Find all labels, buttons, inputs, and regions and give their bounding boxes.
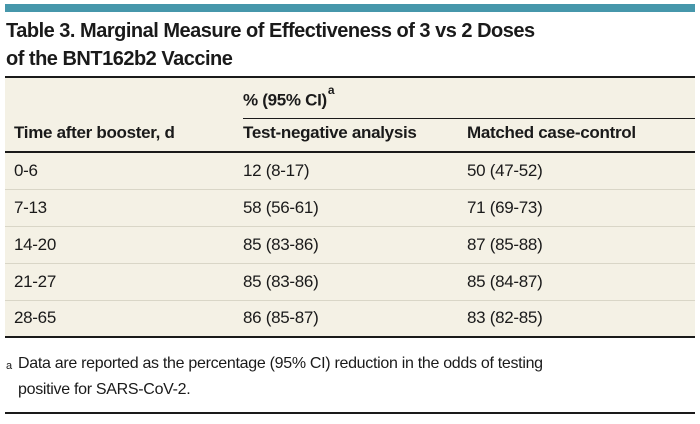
table-title-line-1: Table 3. Marginal Measure of Effectivene… <box>6 20 535 42</box>
title-rule <box>5 76 695 78</box>
cell-matched: 83 (82-85) <box>467 300 696 338</box>
table-title-line-2: of the BNT162b2 Vaccine <box>6 48 233 70</box>
spanner-row: % (95% CI)a <box>5 78 696 119</box>
table-row: 21-27 85 (83-86) 85 (84-87) <box>5 263 696 301</box>
cell-time: 0-6 <box>5 152 243 190</box>
cell-test-negative: 86 (85-87) <box>243 300 467 338</box>
cell-matched: 50 (47-52) <box>467 152 696 190</box>
cell-test-negative: 85 (83-86) <box>243 263 467 301</box>
spanner-superscript: a <box>327 82 335 97</box>
col-header-test-negative: Test-negative analysis <box>243 118 467 153</box>
cell-matched: 71 (69-73) <box>467 189 696 227</box>
cell-matched: 87 (85-88) <box>467 226 696 264</box>
accent-bar <box>5 4 695 12</box>
footnote-line-2: positive for SARS-CoV-2. <box>18 381 191 398</box>
cell-time: 7-13 <box>5 189 243 227</box>
spanner-header: % (95% CI)a <box>243 78 696 119</box>
cell-test-negative: 12 (8-17) <box>243 152 467 190</box>
footnote-marker: a <box>6 360 12 372</box>
table-footnote: a Data are reported as the percentage (95… <box>5 351 692 403</box>
col-header-time-after-booster: Time after booster, d <box>5 118 243 153</box>
table-title: Table 3. Marginal Measure of Effectivene… <box>6 17 692 73</box>
cell-time: 28-65 <box>5 300 243 338</box>
column-header-row: Time after booster, d Test-negative anal… <box>5 118 696 153</box>
paper-table-figure: Table 3. Marginal Measure of Effectivene… <box>0 4 700 424</box>
table-row: 14-20 85 (83-86) 87 (85-88) <box>5 226 696 264</box>
table-row: 7-13 58 (56-61) 71 (69-73) <box>5 189 696 227</box>
col-header-matched-case-control: Matched case-control <box>467 118 696 153</box>
spanner-label: % (95% CI) <box>243 90 327 110</box>
bottom-rule <box>5 412 695 414</box>
cell-matched: 85 (84-87) <box>467 263 696 301</box>
table-row: 0-6 12 (8-17) 50 (47-52) <box>5 152 696 190</box>
cell-test-negative: 85 (83-86) <box>243 226 467 264</box>
footnote-line-1: Data are reported as the percentage (95%… <box>18 355 543 372</box>
cell-time: 21-27 <box>5 263 243 301</box>
cell-time: 14-20 <box>5 226 243 264</box>
table-row: 28-65 86 (85-87) 83 (82-85) <box>5 300 696 338</box>
spanner-empty-cell <box>5 78 243 118</box>
effectiveness-table: % (95% CI)a Time after booster, d Test-n… <box>5 78 696 338</box>
cell-test-negative: 58 (56-61) <box>243 189 467 227</box>
